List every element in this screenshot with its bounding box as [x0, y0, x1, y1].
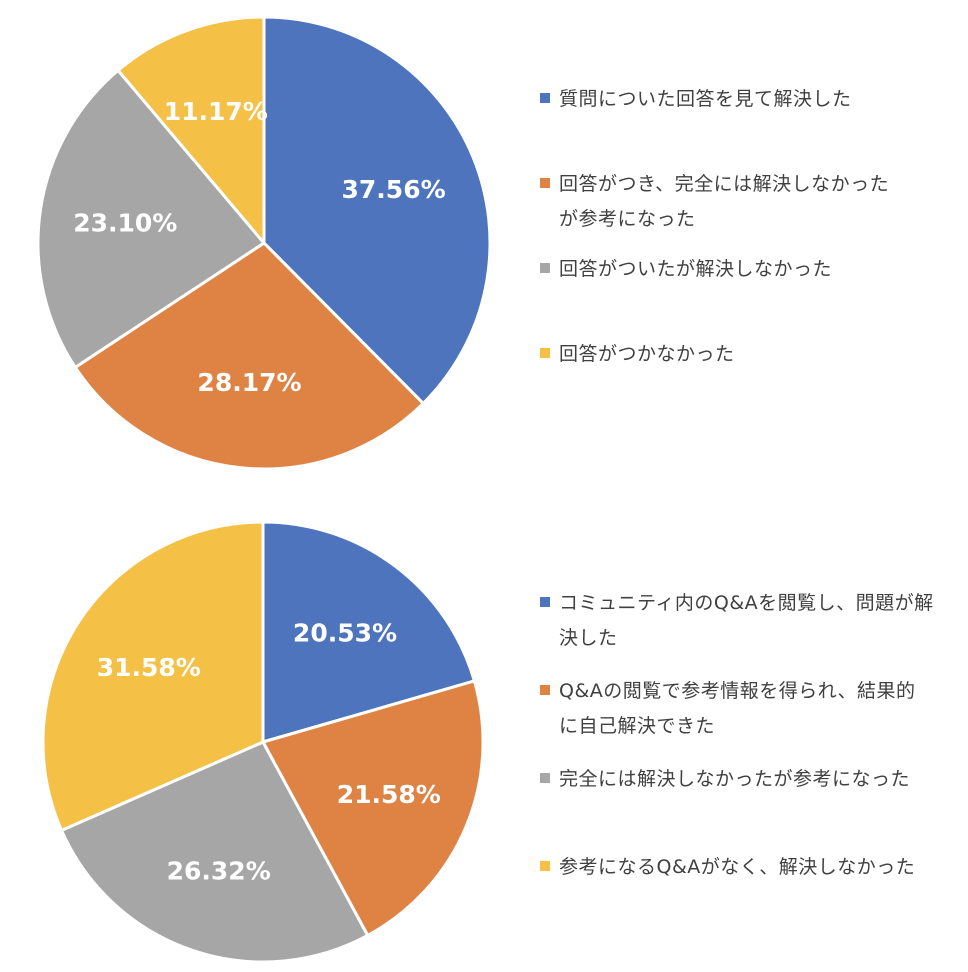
- slice-percent-label: 20.53%: [293, 619, 397, 648]
- legend-label: コミュニティ内のQ&Aを閲覧し、問題が解決した: [559, 592, 934, 649]
- legend-item: Q&Aの閲覧で参考情報を得られ、結果的に自己解決できた: [540, 674, 940, 744]
- slice-percent-label: 31.58%: [97, 653, 201, 682]
- slice-percent-label: 37.56%: [342, 175, 446, 204]
- pie-chart-2: 20.53% 21.58% 26.32% 31.58%: [41, 520, 485, 964]
- legend-swatch: [540, 685, 550, 695]
- legend-swatch: [540, 773, 550, 783]
- legend-item: 完全には解決しなかったが参考になった: [540, 762, 940, 797]
- pie-chart-1: 37.56% 28.17% 23.10% 11.17%: [36, 15, 492, 471]
- slice-percent-label: 26.32%: [167, 857, 271, 886]
- slice-percent-label: 28.17%: [197, 368, 301, 397]
- legend-item: 質問についた回答を見て解決した: [540, 82, 940, 117]
- legend-label: 質問についた回答を見て解決した: [559, 88, 852, 110]
- pie-slice: [116, 15, 266, 245]
- legend-swatch: [540, 861, 550, 871]
- pie-slice: [36, 68, 266, 369]
- legend-label: 参考になるQ&Aがなく、解決しなかった: [559, 856, 916, 878]
- slice-percent-label: 23.10%: [73, 209, 177, 238]
- legend-label: 完全には解決しなかったが参考になった: [559, 768, 911, 790]
- legend-item: 参考になるQ&Aがなく、解決しなかった: [540, 850, 940, 885]
- legend-swatch: [540, 178, 550, 188]
- legend-item: 回答がつき、完全には解決しなかったが参考になった: [540, 167, 940, 237]
- legend-swatch: [540, 348, 550, 358]
- slice-percent-label: 21.58%: [337, 780, 441, 809]
- legend-swatch: [540, 597, 550, 607]
- legend-item: コミュニティ内のQ&Aを閲覧し、問題が解決した: [540, 586, 940, 656]
- legend-label: 回答がつき、完全には解決しなかったが参考になった: [559, 173, 890, 230]
- pie-slice: [41, 520, 265, 832]
- legend-label: 回答がつかなかった: [559, 343, 735, 365]
- legend-item: 回答がついたが解決しなかった: [540, 252, 940, 287]
- legend-item: 回答がつかなかった: [540, 337, 940, 372]
- slice-percent-label: 11.17%: [164, 97, 268, 126]
- pie-slice: [261, 679, 485, 937]
- pie-slice: [262, 15, 492, 405]
- legend-swatch: [540, 263, 550, 273]
- pie-slice: [261, 520, 476, 744]
- pie-slice: [73, 241, 425, 471]
- legend-label: Q&Aの閲覧で参考情報を得られ、結果的に自己解決できた: [559, 680, 916, 737]
- legend-label: 回答がついたが解決しなかった: [559, 258, 833, 280]
- legend-swatch: [540, 93, 550, 103]
